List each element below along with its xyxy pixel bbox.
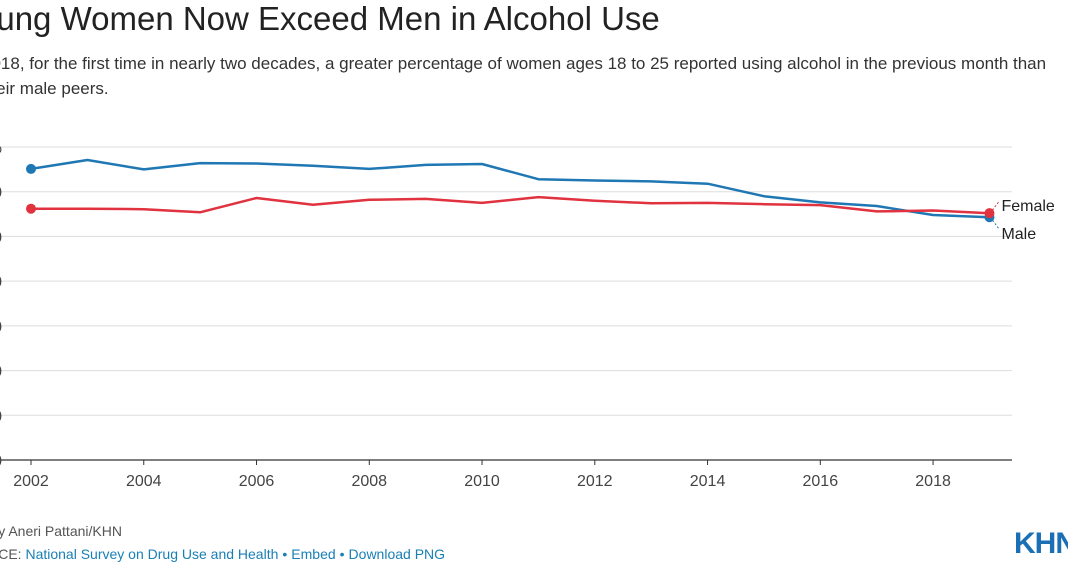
y-tick-label: 0 (0, 408, 2, 425)
female-series-line (29, 195, 991, 215)
x-tick-label: 2014 (690, 473, 726, 490)
male-leader-line (992, 219, 999, 229)
male-start-point (26, 163, 36, 174)
x-tick-label: 2010 (464, 473, 500, 490)
x-tick-label: 2006 (239, 473, 275, 490)
separator: • (339, 546, 345, 562)
separator: • (282, 546, 288, 562)
y-axis-ticks: 0 0 0 0 0 0 0% (0, 140, 2, 470)
female-leader-line (992, 201, 999, 211)
download-png-link[interactable]: Download PNG (348, 546, 446, 562)
y-tick-label: 0 (0, 229, 2, 246)
series-lines (26, 158, 995, 223)
y-tick-label: % (0, 140, 2, 157)
chart-credit: rt by Aneri Pattani/KHN (0, 523, 122, 539)
male-series-line (29, 158, 991, 219)
female-start-point (26, 203, 36, 214)
khn-logo: KHN (1014, 527, 1068, 560)
y-tick-label: 0 (0, 453, 2, 470)
x-axis-ticks: 2002 2004 2006 2008 2010 2012 2014 2016 2018 (13, 460, 951, 490)
y-tick-label: 0 (0, 185, 2, 202)
source-link[interactable]: National Survey on Drug Use and Health (25, 546, 279, 562)
x-tick-label: 2016 (803, 473, 839, 490)
grid-lines (0, 146, 1012, 461)
chart-title: oung Women Now Exceed Men in Alcohol Use (0, 0, 660, 37)
source-prefix: URCE: (0, 546, 22, 562)
series-end-labels: Female Male (992, 198, 1055, 243)
x-tick-label: 2012 (577, 473, 613, 490)
y-tick-label: 0 (0, 364, 2, 381)
male-label: Male (1001, 226, 1036, 243)
x-tick-label: 2004 (126, 473, 162, 490)
x-tick-label: 2018 (915, 473, 951, 490)
embed-link[interactable]: Embed (291, 546, 336, 562)
x-tick-label: 2002 (13, 473, 49, 490)
chart-subtitle: 2018, for the first time in nearly two d… (0, 54, 1047, 98)
x-tick-label: 2008 (351, 473, 387, 490)
source-line: URCE: National Survey on Drug Use and He… (0, 546, 445, 562)
y-tick-label: 0 (0, 274, 2, 291)
y-tick-label: 0 (0, 319, 2, 336)
female-label: Female (1001, 198, 1054, 215)
female-end-point (984, 208, 995, 219)
